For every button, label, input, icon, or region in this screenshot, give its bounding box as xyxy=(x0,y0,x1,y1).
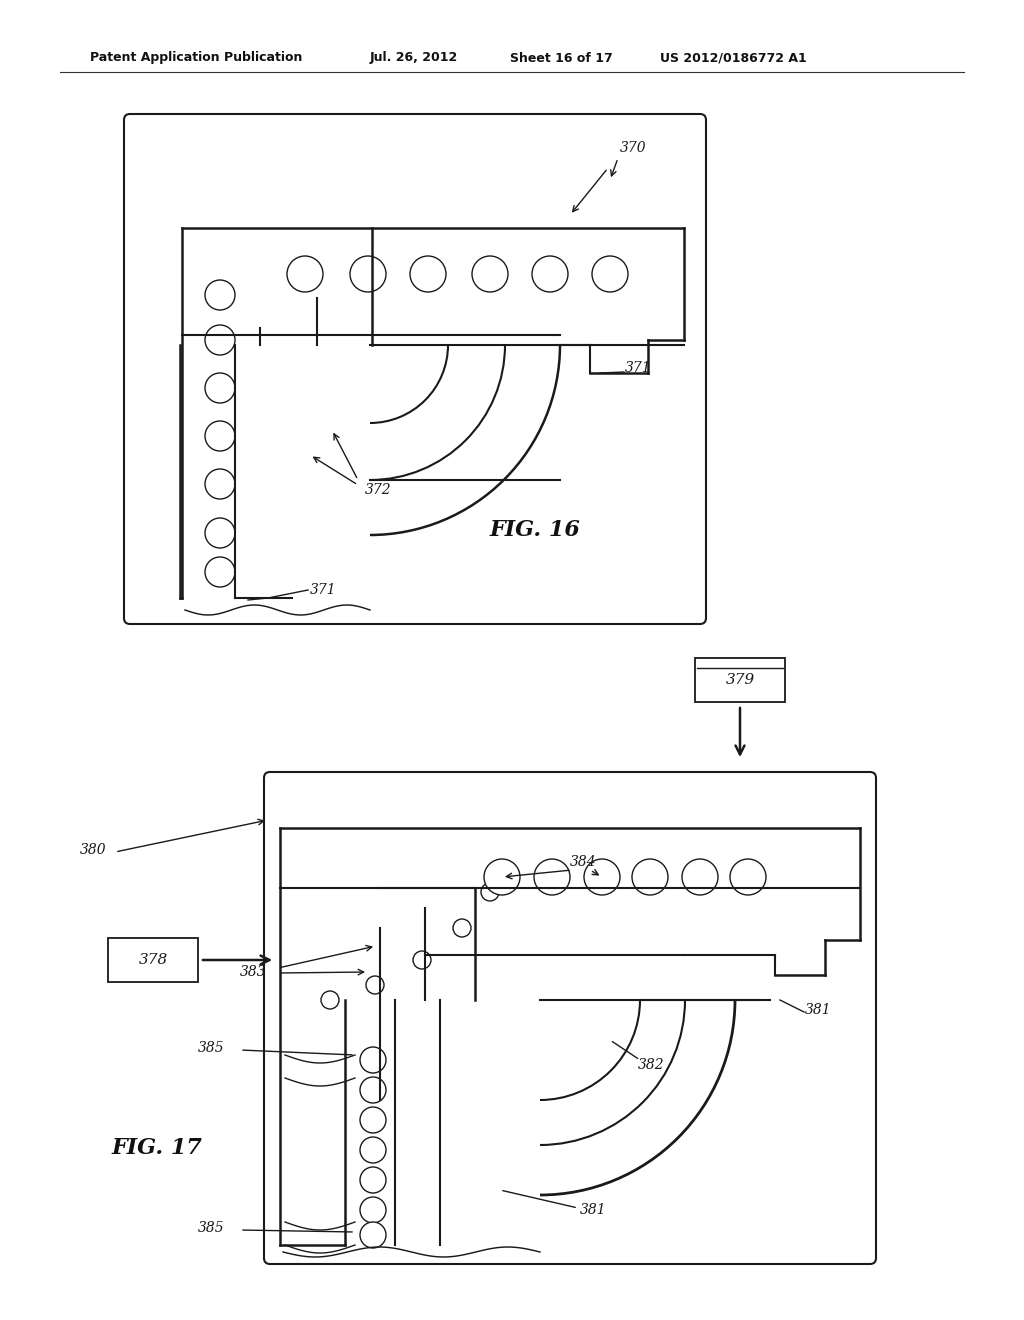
Bar xyxy=(695,657,785,702)
Circle shape xyxy=(205,421,234,451)
Circle shape xyxy=(205,517,234,548)
Circle shape xyxy=(321,991,339,1008)
Circle shape xyxy=(205,557,234,587)
Circle shape xyxy=(413,950,431,969)
Text: Patent Application Publication: Patent Application Publication xyxy=(90,51,302,65)
FancyBboxPatch shape xyxy=(124,114,706,624)
Text: 382: 382 xyxy=(638,1059,665,1072)
Circle shape xyxy=(532,256,568,292)
Circle shape xyxy=(360,1077,386,1104)
Text: 383: 383 xyxy=(240,965,266,979)
Circle shape xyxy=(360,1197,386,1224)
Circle shape xyxy=(360,1137,386,1163)
Text: 372: 372 xyxy=(365,483,391,498)
Circle shape xyxy=(472,256,508,292)
Text: Sheet 16 of 17: Sheet 16 of 17 xyxy=(510,51,612,65)
Text: 385: 385 xyxy=(198,1221,224,1236)
Circle shape xyxy=(287,256,323,292)
Text: 371: 371 xyxy=(310,583,337,597)
FancyBboxPatch shape xyxy=(264,772,876,1265)
Circle shape xyxy=(453,919,471,937)
Text: 381: 381 xyxy=(805,1003,831,1016)
Circle shape xyxy=(481,883,499,902)
Circle shape xyxy=(360,1047,386,1073)
Circle shape xyxy=(205,469,234,499)
Text: 371: 371 xyxy=(625,360,651,375)
Circle shape xyxy=(205,374,234,403)
Circle shape xyxy=(205,280,234,310)
Text: 385: 385 xyxy=(198,1041,224,1055)
Text: FIG. 16: FIG. 16 xyxy=(490,519,581,541)
Circle shape xyxy=(360,1107,386,1133)
Text: US 2012/0186772 A1: US 2012/0186772 A1 xyxy=(660,51,807,65)
Text: 379: 379 xyxy=(725,673,755,686)
Bar xyxy=(108,939,198,982)
Text: 370: 370 xyxy=(620,141,646,154)
Circle shape xyxy=(484,859,520,895)
Text: FIG. 17: FIG. 17 xyxy=(112,1137,203,1159)
Circle shape xyxy=(730,859,766,895)
Text: Jul. 26, 2012: Jul. 26, 2012 xyxy=(370,51,459,65)
Circle shape xyxy=(360,1167,386,1193)
Circle shape xyxy=(584,859,620,895)
Circle shape xyxy=(632,859,668,895)
Circle shape xyxy=(410,256,446,292)
Circle shape xyxy=(360,1222,386,1247)
Circle shape xyxy=(592,256,628,292)
Text: 378: 378 xyxy=(138,953,168,968)
Circle shape xyxy=(366,975,384,994)
Circle shape xyxy=(682,859,718,895)
Circle shape xyxy=(534,859,570,895)
Text: 384: 384 xyxy=(570,855,597,869)
Text: 380: 380 xyxy=(80,843,106,857)
Text: 381: 381 xyxy=(580,1203,606,1217)
Circle shape xyxy=(350,256,386,292)
Circle shape xyxy=(205,325,234,355)
